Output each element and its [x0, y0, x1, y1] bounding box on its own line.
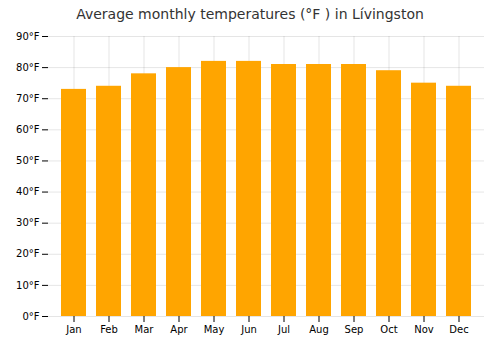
- svg-text:Dec: Dec: [449, 324, 468, 335]
- svg-text:Sep: Sep: [345, 324, 364, 335]
- svg-text:10°F: 10°F: [16, 280, 40, 291]
- svg-text:Jan: Jan: [65, 324, 81, 335]
- svg-text:Aug: Aug: [309, 324, 329, 335]
- svg-text:70°F: 70°F: [16, 93, 40, 104]
- svg-text:Jul: Jul: [277, 324, 290, 335]
- svg-text:Nov: Nov: [414, 324, 434, 335]
- svg-text:Oct: Oct: [380, 324, 397, 335]
- svg-text:Jun: Jun: [240, 324, 257, 335]
- svg-text:0°F: 0°F: [22, 311, 39, 322]
- svg-text:Mar: Mar: [135, 324, 155, 335]
- svg-text:Feb: Feb: [100, 324, 118, 335]
- html-text:Average monthly temperatures (: Average monthly temperatures (°F ) in Lí…: [76, 6, 424, 22]
- svg-text:30°F: 30°F: [16, 217, 40, 228]
- svg-text:90°F: 90°F: [16, 31, 40, 42]
- svg-text:Apr: Apr: [170, 324, 188, 335]
- svg-text:60°F: 60°F: [16, 124, 40, 135]
- svg-text:May: May: [204, 324, 225, 335]
- svg-text:80°F: 80°F: [16, 62, 40, 73]
- svg-text:20°F: 20°F: [16, 248, 40, 259]
- svg-text:50°F: 50°F: [16, 155, 40, 166]
- svg-text:40°F: 40°F: [16, 186, 40, 197]
